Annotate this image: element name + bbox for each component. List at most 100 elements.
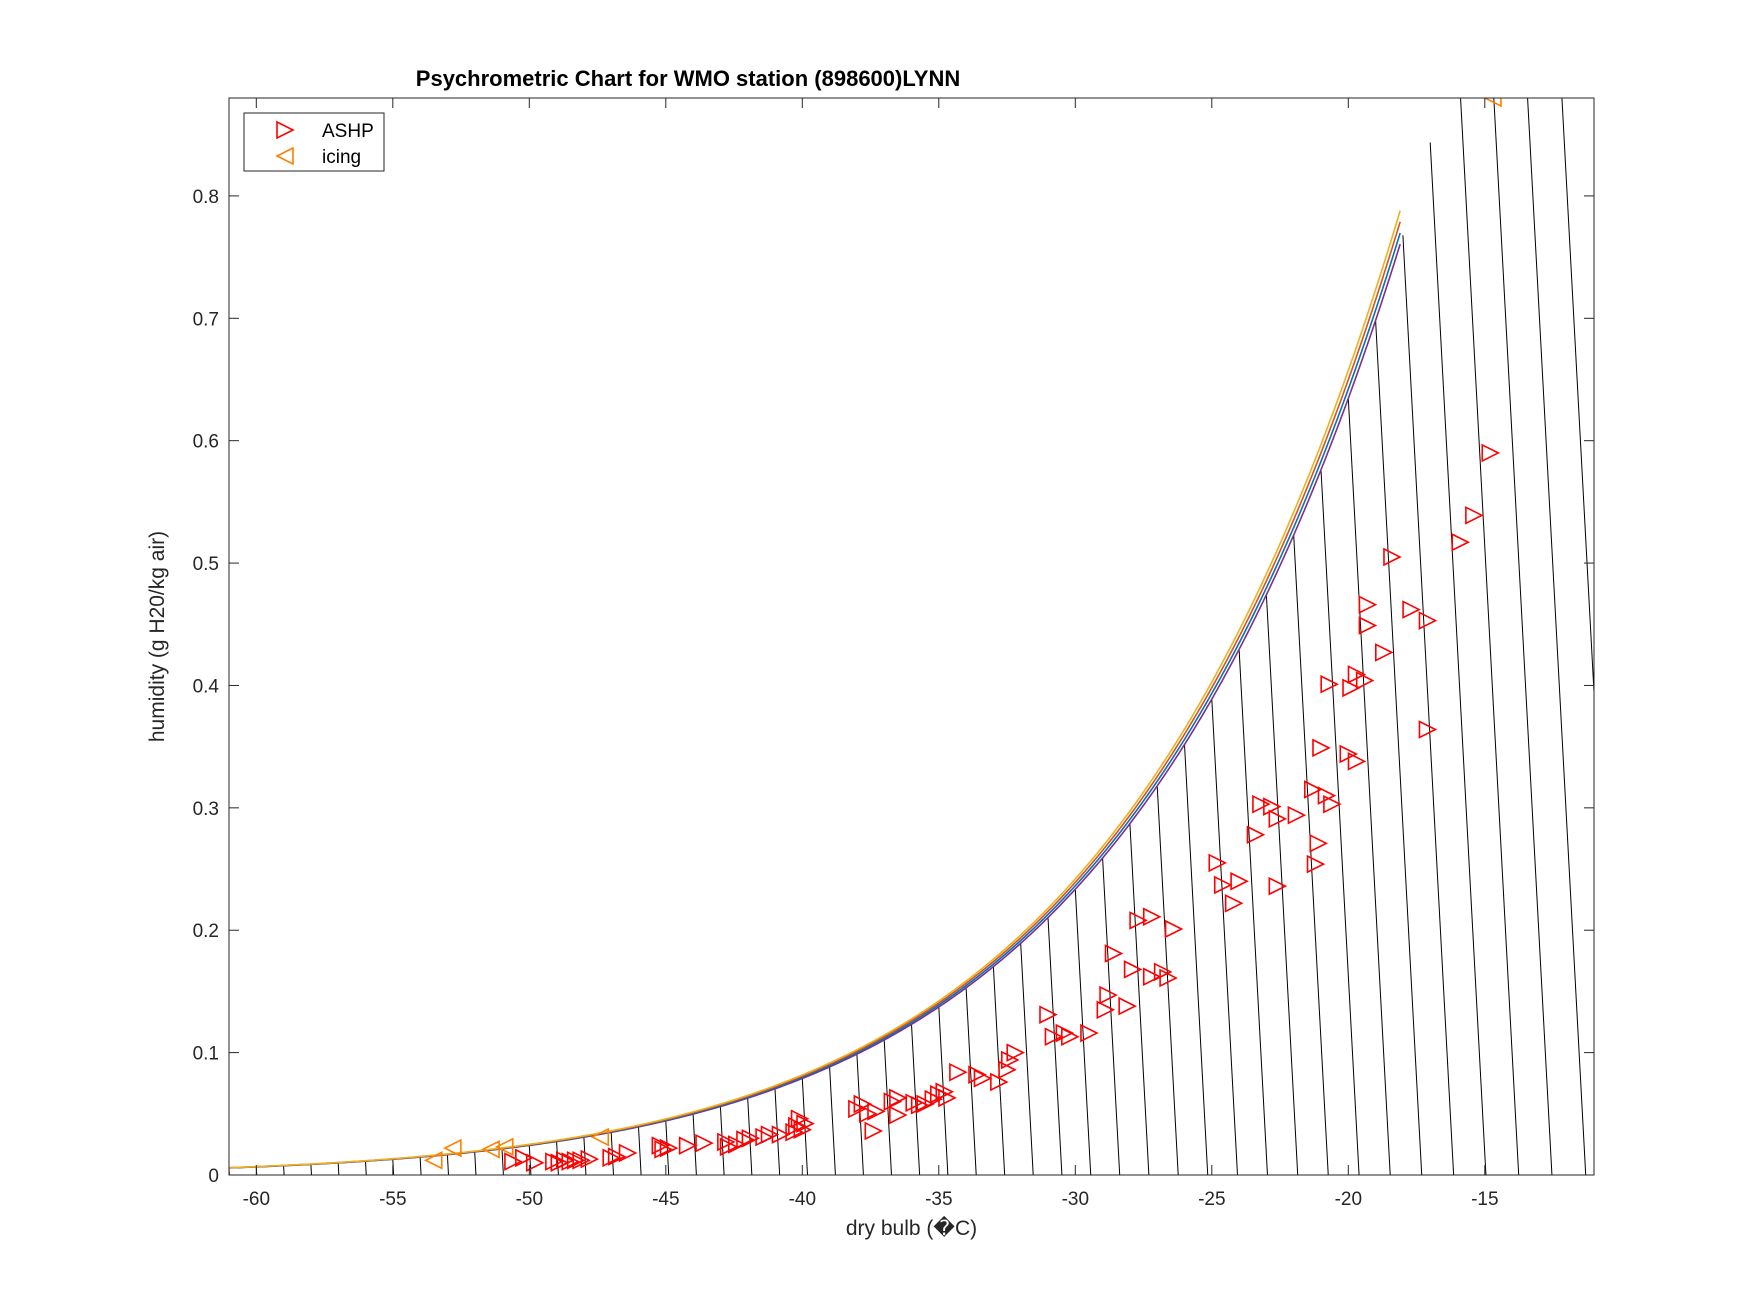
isotherm-line xyxy=(446,1154,449,1175)
plot-area xyxy=(229,0,1750,1175)
legend-label-ashp: ASHP xyxy=(322,121,374,142)
isotherm-line xyxy=(1594,0,1691,1175)
ashp-point xyxy=(1355,671,1375,690)
ashp-point xyxy=(1323,794,1342,814)
ashp-point xyxy=(741,1128,761,1148)
saturation-line xyxy=(229,221,1401,1169)
ashp-point xyxy=(1358,595,1378,614)
isotherm-lines xyxy=(229,0,1750,1175)
ashp-point xyxy=(525,1153,545,1173)
ashp-point xyxy=(1358,616,1378,635)
ashp-point xyxy=(654,1140,673,1159)
ashp-point xyxy=(1006,1043,1026,1062)
ashp-point xyxy=(935,1082,955,1102)
isotherm-line xyxy=(1184,744,1209,1175)
ashp-point xyxy=(504,1152,523,1171)
legend-marker-icing xyxy=(275,146,294,166)
ashp-point xyxy=(1104,944,1124,963)
isotherm-line xyxy=(1649,0,1750,1175)
isotherm-line xyxy=(638,1126,642,1175)
ashp-point xyxy=(1213,875,1233,895)
ashp-point xyxy=(678,1136,698,1155)
isotherm-line xyxy=(1703,0,1750,1175)
ashp-point xyxy=(602,1148,621,1168)
ashp-point xyxy=(1159,968,1178,988)
ashp-point xyxy=(848,1099,867,1119)
isotherm-line xyxy=(1429,142,1487,1175)
data-points xyxy=(423,98,1502,1173)
chart-title: Psychrometric Chart for WMO station (898… xyxy=(416,66,960,91)
saturation-line xyxy=(229,210,1401,1169)
x-tick-label: -55 xyxy=(379,1189,406,1210)
ashp-point xyxy=(1374,643,1394,662)
ashp-point xyxy=(1287,805,1307,825)
isotherm-line xyxy=(1347,398,1391,1175)
isotherm-line xyxy=(1320,469,1360,1175)
y-tick-label: 0.1 xyxy=(193,1044,219,1065)
ashp-point xyxy=(1044,1027,1064,1046)
legend-label-icing: icing xyxy=(322,147,361,168)
ashp-point xyxy=(796,1114,815,1133)
ashp-point xyxy=(1039,1005,1058,1024)
isotherm-line xyxy=(1238,649,1268,1175)
icing-point xyxy=(1483,98,1502,108)
ashp-point xyxy=(771,1125,791,1144)
y-tick-label: 0.7 xyxy=(193,309,219,330)
ashp-point xyxy=(1481,443,1501,463)
ashp-point xyxy=(1118,996,1137,1016)
ashp-point xyxy=(1347,752,1367,771)
isotherm-line xyxy=(419,1157,422,1175)
legend-box xyxy=(243,112,385,172)
x-tick-label: -60 xyxy=(243,1189,270,1210)
ashp-point xyxy=(910,1095,930,1115)
ashp-point xyxy=(1080,1023,1099,1043)
isotherm-line xyxy=(938,1006,949,1175)
ashp-point xyxy=(580,1149,600,1169)
y-axis-ticks: 0 0.1 0.2 0.3 0.4 0.5 0.6 0.7 0.8 xyxy=(193,187,1594,1187)
ashp-point xyxy=(1402,600,1421,619)
x-tick-label: -30 xyxy=(1062,1189,1089,1210)
x-tick-label: -35 xyxy=(925,1189,952,1210)
ashp-point xyxy=(867,1102,886,1121)
isotherm-line xyxy=(583,1137,587,1175)
ashp-point xyxy=(1451,532,1471,552)
ashp-point xyxy=(1061,1027,1080,1046)
ashp-point xyxy=(924,1089,944,1109)
isotherm-line xyxy=(337,1162,340,1175)
isotherm-line xyxy=(1460,98,1520,1175)
ashp-point xyxy=(607,1147,627,1166)
ashp-point xyxy=(790,1109,810,1128)
isotherm-line xyxy=(1211,699,1238,1175)
isotherm-line xyxy=(1047,917,1063,1175)
y-tick-label: 0 xyxy=(208,1166,219,1187)
ashp-point xyxy=(1096,1000,1116,1020)
ashp-point xyxy=(1164,919,1184,939)
x-axis-label: dry bulb (�C) xyxy=(846,1215,977,1240)
isotherm-line xyxy=(1156,785,1179,1175)
ashp-point xyxy=(949,1062,968,1082)
ashp-point xyxy=(1320,674,1339,694)
isotherm-line xyxy=(1527,98,1587,1175)
y-tick-label: 0.8 xyxy=(193,187,219,208)
ashp-point xyxy=(1246,825,1266,845)
x-tick-label: -15 xyxy=(1471,1189,1498,1210)
x-tick-label: -25 xyxy=(1198,1189,1225,1210)
ashp-point xyxy=(736,1130,755,1149)
isotherm-line xyxy=(1731,0,1750,1175)
isotherm-line xyxy=(1074,889,1092,1175)
x-tick-label: -45 xyxy=(652,1189,679,1210)
isotherm-line xyxy=(528,1145,532,1175)
ashp-point xyxy=(973,1069,993,1088)
ashp-point xyxy=(1263,797,1282,816)
saturation-line xyxy=(229,243,1401,1169)
isotherm-line xyxy=(1493,98,1553,1175)
ashp-point xyxy=(1142,907,1162,927)
ashp-point xyxy=(1230,871,1249,891)
isotherm-line xyxy=(1561,98,1594,702)
ashp-point xyxy=(1208,853,1228,873)
ashp-point xyxy=(1153,962,1173,982)
isotherm-line xyxy=(1402,235,1455,1175)
y-tick-label: 0.2 xyxy=(193,921,219,942)
ashp-point xyxy=(1312,738,1331,758)
